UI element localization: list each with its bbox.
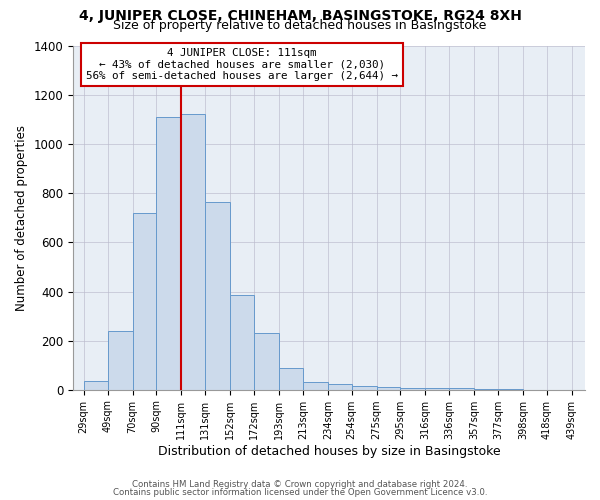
Bar <box>279 368 303 390</box>
Y-axis label: Number of detached properties: Number of detached properties <box>15 125 28 311</box>
Bar <box>425 388 451 390</box>
Bar <box>157 117 181 390</box>
Bar <box>254 334 279 390</box>
Text: 4, JUNIPER CLOSE, CHINEHAM, BASINGSTOKE, RG24 8XH: 4, JUNIPER CLOSE, CHINEHAM, BASINGSTOKE,… <box>79 9 521 23</box>
Bar <box>328 384 352 390</box>
Bar <box>84 381 107 390</box>
Bar <box>377 388 400 390</box>
Text: Size of property relative to detached houses in Basingstoke: Size of property relative to detached ho… <box>113 19 487 32</box>
Bar <box>181 114 205 390</box>
Bar <box>352 386 377 390</box>
Text: Contains HM Land Registry data © Crown copyright and database right 2024.: Contains HM Land Registry data © Crown c… <box>132 480 468 489</box>
Text: 4 JUNIPER CLOSE: 111sqm
← 43% of detached houses are smaller (2,030)
56% of semi: 4 JUNIPER CLOSE: 111sqm ← 43% of detache… <box>86 48 398 81</box>
Text: Contains public sector information licensed under the Open Government Licence v3: Contains public sector information licen… <box>113 488 487 497</box>
Bar <box>449 388 474 390</box>
Bar <box>107 331 133 390</box>
Bar <box>303 382 328 390</box>
Bar <box>133 213 157 390</box>
Bar <box>205 202 230 390</box>
Bar <box>230 295 254 390</box>
Bar <box>474 389 498 390</box>
X-axis label: Distribution of detached houses by size in Basingstoke: Distribution of detached houses by size … <box>158 444 500 458</box>
Bar <box>400 388 425 390</box>
